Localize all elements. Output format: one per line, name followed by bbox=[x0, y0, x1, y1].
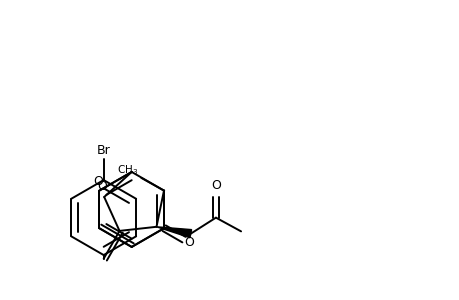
Text: Br: Br bbox=[96, 144, 110, 157]
Text: O: O bbox=[97, 180, 106, 193]
Text: O: O bbox=[93, 176, 103, 188]
Text: O: O bbox=[184, 236, 194, 249]
Text: O: O bbox=[211, 178, 220, 192]
Polygon shape bbox=[156, 227, 191, 238]
Text: CH$_3$: CH$_3$ bbox=[117, 163, 138, 176]
